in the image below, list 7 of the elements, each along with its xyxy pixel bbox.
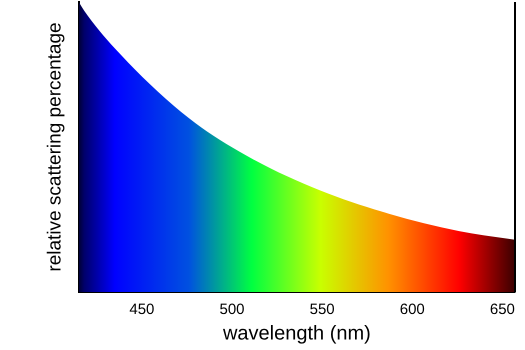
x-tick-label: 600 [400,301,425,318]
x-axis-title: wavelength (nm) [222,322,371,345]
x-tick-label: 500 [219,301,245,318]
x-tick-label: 650 [490,301,515,318]
y-axis-title: relative scattering percentage [44,22,66,272]
x-tick-label: 550 [310,301,335,318]
x-tick-label: 450 [129,301,154,318]
